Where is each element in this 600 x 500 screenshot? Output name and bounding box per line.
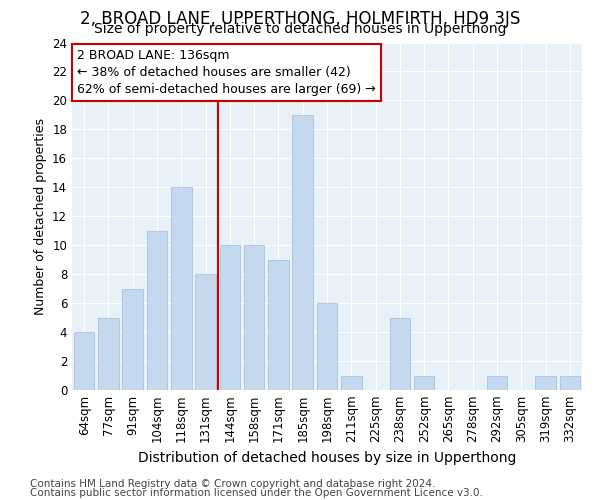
- Y-axis label: Number of detached properties: Number of detached properties: [34, 118, 47, 315]
- Bar: [389, 318, 410, 390]
- Bar: [146, 230, 167, 390]
- Bar: [487, 376, 508, 390]
- Bar: [171, 188, 191, 390]
- Bar: [195, 274, 216, 390]
- Bar: [414, 376, 434, 390]
- Bar: [268, 260, 289, 390]
- Text: Size of property relative to detached houses in Upperthong: Size of property relative to detached ho…: [94, 22, 506, 36]
- Text: Contains public sector information licensed under the Open Government Licence v3: Contains public sector information licen…: [30, 488, 483, 498]
- Bar: [292, 115, 313, 390]
- Bar: [535, 376, 556, 390]
- Bar: [317, 303, 337, 390]
- Bar: [560, 376, 580, 390]
- Bar: [341, 376, 362, 390]
- Bar: [220, 245, 240, 390]
- Bar: [244, 245, 265, 390]
- Bar: [98, 318, 119, 390]
- Text: 2, BROAD LANE, UPPERTHONG, HOLMFIRTH, HD9 3JS: 2, BROAD LANE, UPPERTHONG, HOLMFIRTH, HD…: [80, 10, 520, 28]
- Bar: [122, 288, 143, 390]
- X-axis label: Distribution of detached houses by size in Upperthong: Distribution of detached houses by size …: [138, 451, 516, 465]
- Bar: [74, 332, 94, 390]
- Text: Contains HM Land Registry data © Crown copyright and database right 2024.: Contains HM Land Registry data © Crown c…: [30, 479, 436, 489]
- Text: 2 BROAD LANE: 136sqm
← 38% of detached houses are smaller (42)
62% of semi-detac: 2 BROAD LANE: 136sqm ← 38% of detached h…: [77, 50, 376, 96]
